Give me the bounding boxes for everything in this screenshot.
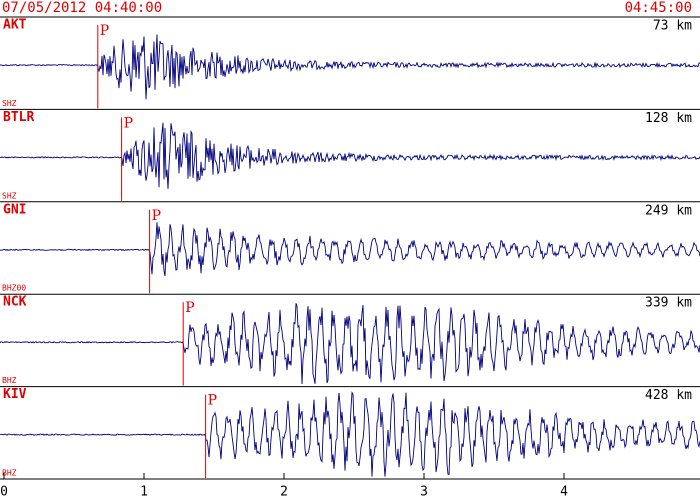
x-tick-label: 2 xyxy=(280,485,288,500)
p-label: P xyxy=(124,115,133,131)
p-label: P xyxy=(152,208,161,224)
distance: 339 km xyxy=(645,296,692,311)
station-name: GNI xyxy=(3,202,26,217)
x-tick-label: 0 xyxy=(0,485,8,500)
p-label: P xyxy=(185,300,194,316)
x-tick-label: 1 xyxy=(140,485,148,500)
component: BHZ xyxy=(2,376,17,385)
station-name: KIV xyxy=(3,387,27,402)
distance: 128 km xyxy=(645,111,692,126)
component: BHZ xyxy=(2,469,17,478)
waveform xyxy=(0,122,700,189)
p-label: P xyxy=(100,23,109,39)
station-name: AKT xyxy=(3,18,27,33)
component: BHZ00 xyxy=(2,284,26,293)
station-name: BTLR xyxy=(3,110,34,125)
waveform xyxy=(0,303,700,385)
distance: 249 km xyxy=(645,203,692,218)
distance: 73 km xyxy=(653,19,692,34)
x-tick-label: 3 xyxy=(420,485,428,500)
waveform xyxy=(0,222,700,277)
end-time: 04:45:00 xyxy=(625,0,692,16)
component: SHZ xyxy=(2,191,17,200)
waveform xyxy=(0,391,700,477)
start-time: 07/05/2012 04:40:00 xyxy=(2,0,162,16)
p-label: P xyxy=(208,393,217,409)
waveform xyxy=(0,34,700,100)
component: SHZ xyxy=(2,99,17,108)
distance: 428 km xyxy=(645,388,692,403)
x-tick-label: 4 xyxy=(560,485,568,500)
station-name: NCK xyxy=(3,295,27,310)
